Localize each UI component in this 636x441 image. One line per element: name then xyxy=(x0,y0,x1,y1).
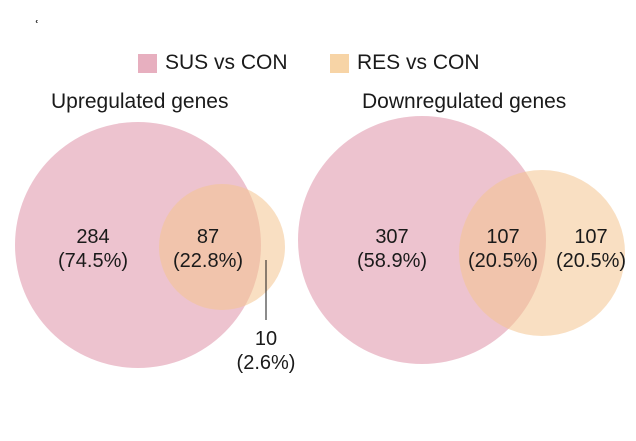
down-res-circle xyxy=(459,170,625,336)
corner-mark: ʿ xyxy=(34,19,40,36)
down-res-only-pct: (20.5%) xyxy=(555,250,627,272)
up-res-only-pct: (2.6%) xyxy=(236,352,296,374)
down-sus-only-label: 307 (58.9%) xyxy=(347,225,437,273)
up-res-only-label: 10 (2.6%) xyxy=(221,327,311,375)
up-sus-circle xyxy=(15,122,261,368)
up-overlap-pct: (22.8%) xyxy=(172,250,244,272)
down-res-only-label: 107 (20.5%) xyxy=(547,225,635,273)
up-sus-only-pct: (74.5%) xyxy=(57,250,129,272)
down-overlap-label: 107 (20.5%) xyxy=(458,225,548,273)
legend-swatch-sus xyxy=(138,53,157,73)
legend-item-res: RES vs CON xyxy=(330,51,480,75)
legend-label-res: RES vs CON xyxy=(357,51,480,74)
up-res-only-count: 10 xyxy=(254,328,278,350)
down-sus-only-pct: (58.9%) xyxy=(356,250,428,272)
legend-label-sus: SUS vs CON xyxy=(165,51,288,74)
up-overlap-count: 87 xyxy=(196,226,220,248)
up-sus-only-count: 284 xyxy=(76,226,110,248)
down-overlap-count: 107 xyxy=(486,226,520,248)
down-panel-title: Downregulated genes xyxy=(362,90,567,113)
up-res-circle xyxy=(159,184,285,310)
up-sus-only-label: 284 (74.5%) xyxy=(48,225,138,273)
down-res-only-count: 107 xyxy=(574,226,608,248)
up-panel-title: Upregulated genes xyxy=(51,90,229,113)
legend-item-sus: SUS vs CON xyxy=(138,51,288,75)
legend-swatch-res xyxy=(330,53,349,73)
up-overlap-label: 87 (22.8%) xyxy=(163,225,253,273)
down-overlap-pct: (20.5%) xyxy=(467,250,539,272)
down-sus-only-count: 307 xyxy=(375,226,409,248)
